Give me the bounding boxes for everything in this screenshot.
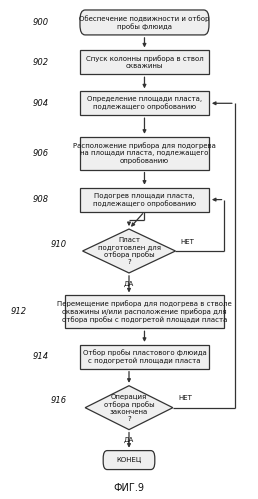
Text: Отбор пробы пластового флюида
с подогретой площади пласта: Отбор пробы пластового флюида с подогрет… bbox=[83, 350, 206, 364]
Bar bbox=[80, 345, 209, 369]
Text: 910: 910 bbox=[51, 240, 67, 249]
Text: НЕТ: НЕТ bbox=[181, 239, 195, 245]
Text: 912: 912 bbox=[11, 307, 27, 316]
Bar bbox=[80, 50, 209, 74]
Text: ДА: ДА bbox=[124, 281, 134, 287]
Text: 914: 914 bbox=[33, 352, 49, 361]
Text: 904: 904 bbox=[33, 99, 49, 108]
Text: Пласт
подготовлен для
отбора пробы
?: Пласт подготовлен для отбора пробы ? bbox=[98, 237, 160, 265]
Text: 916: 916 bbox=[51, 396, 67, 405]
FancyBboxPatch shape bbox=[80, 10, 209, 35]
Text: Обеспечение подвижности и отбор
пробы флюида: Обеспечение подвижности и отбор пробы фл… bbox=[79, 15, 210, 30]
Bar bbox=[64, 295, 224, 328]
Text: НЕТ: НЕТ bbox=[178, 395, 192, 401]
Text: 900: 900 bbox=[33, 18, 49, 27]
Text: Расположение прибора для подогрева
на площади пласта, подлежащего
опробованию: Расположение прибора для подогрева на пл… bbox=[73, 142, 216, 164]
Text: КОНЕЦ: КОНЕЦ bbox=[116, 457, 142, 463]
Text: Операция
отбора пробы
закончена
?: Операция отбора пробы закончена ? bbox=[104, 394, 154, 422]
Text: Спуск колонны прибора в ствол
скважины: Спуск колонны прибора в ствол скважины bbox=[86, 55, 203, 69]
Polygon shape bbox=[83, 229, 175, 273]
Text: ДА: ДА bbox=[124, 437, 134, 443]
Text: ФИГ.9: ФИГ.9 bbox=[114, 483, 144, 493]
FancyBboxPatch shape bbox=[103, 451, 155, 470]
Text: Перемещение прибора для подогрева в стволе
скважины и/или расположение прибора д: Перемещение прибора для подогрева в ство… bbox=[57, 300, 232, 323]
Text: Определение площади пласта,
подлежащего опробованию: Определение площади пласта, подлежащего … bbox=[87, 96, 202, 110]
Text: 906: 906 bbox=[33, 149, 49, 158]
Text: Подогрев площади пласта,
подлежащего опробованию: Подогрев площади пласта, подлежащего опр… bbox=[93, 193, 196, 207]
Bar bbox=[80, 188, 209, 212]
Polygon shape bbox=[85, 386, 173, 430]
Text: 902: 902 bbox=[33, 58, 49, 67]
Text: 908: 908 bbox=[33, 195, 49, 204]
Bar bbox=[80, 91, 209, 115]
Bar bbox=[80, 137, 209, 170]
